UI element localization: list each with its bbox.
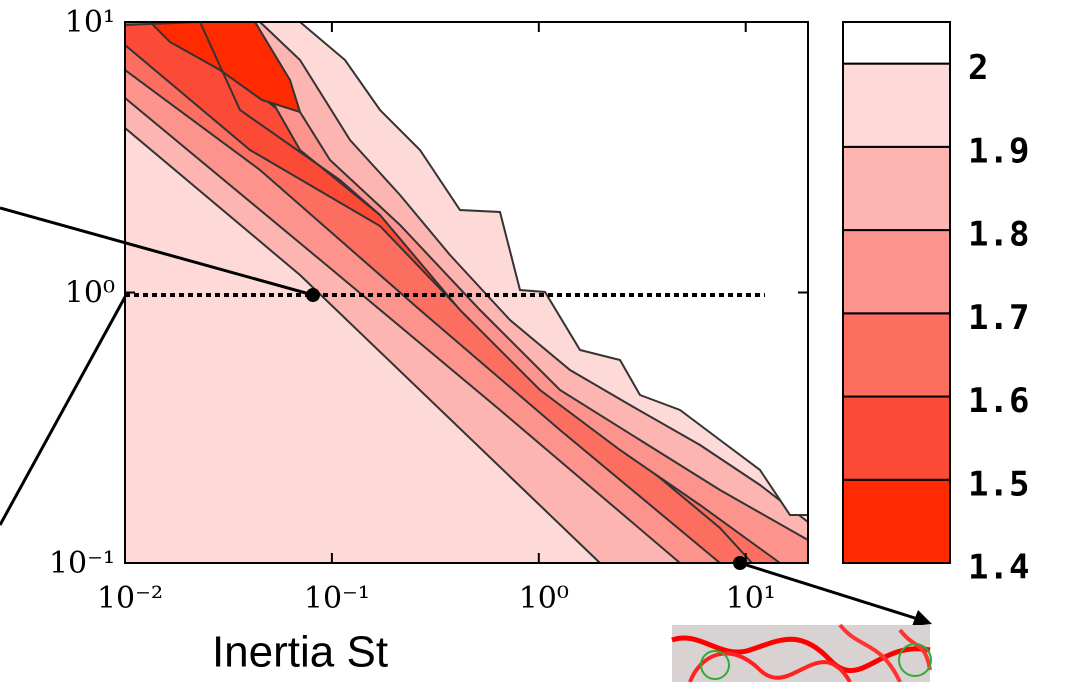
colorbar-band — [843, 480, 950, 563]
x-tick-label: 10⁻¹ — [304, 581, 370, 616]
y-tick-label: 10⁰ — [65, 276, 115, 311]
colorbar-band — [843, 64, 950, 147]
arrow-head — [912, 610, 932, 626]
colorbar-tick-label: 1.6 — [968, 381, 1029, 421]
colorbar-band — [843, 22, 950, 64]
colorbar-tick-label: 1.5 — [968, 464, 1029, 504]
colorbar-tick-label: 1.4 — [968, 548, 1029, 588]
x-axis-label: Inertia St — [212, 628, 388, 677]
contour-plot — [125, 22, 808, 563]
y-tick-label: 10⁻¹ — [49, 546, 115, 581]
colorbar-band — [843, 313, 950, 396]
x-tick-label: 10⁰ — [519, 581, 569, 616]
colorbar-band — [843, 230, 950, 313]
x-tick-label: 10⁻² — [97, 581, 163, 616]
colorbar-tick-label: 1.9 — [968, 131, 1029, 171]
inset-image — [672, 625, 931, 682]
y-tick-label: 10¹ — [65, 5, 115, 40]
pointer-line — [0, 297, 125, 525]
colorbar-band — [843, 147, 950, 230]
colorbar-tick-label: 2 — [968, 48, 988, 88]
x-tick-label: 10¹ — [726, 581, 776, 616]
colorbar-band — [843, 397, 950, 480]
colorbar-tick-label: 1.8 — [968, 215, 1029, 255]
marker-dot — [306, 288, 320, 302]
figure: Inertia St 10⁻²10⁻¹10⁰10¹10⁻¹10⁰10¹1.41.… — [0, 0, 1068, 682]
colorbar-tick-label: 1.7 — [968, 298, 1029, 338]
